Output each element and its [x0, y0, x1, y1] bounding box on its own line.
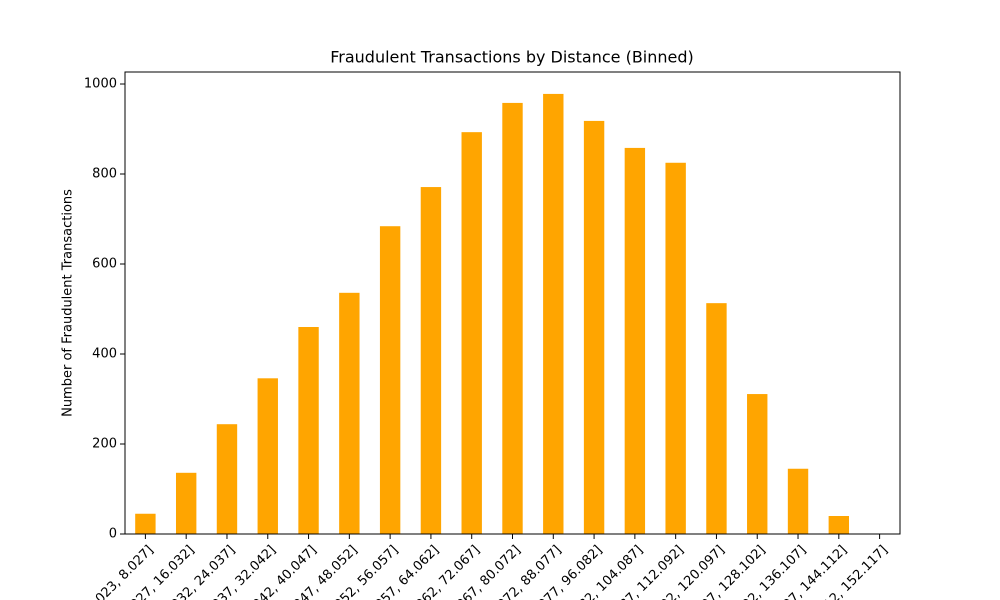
bar — [543, 93, 564, 534]
bar — [787, 468, 809, 534]
bar — [175, 472, 197, 534]
bar — [665, 162, 686, 534]
bar — [828, 516, 850, 534]
plot-frame — [124, 71, 901, 535]
bar — [706, 303, 727, 534]
y-tick-label: 1000 — [84, 77, 117, 92]
bar — [298, 327, 319, 534]
bar — [583, 120, 605, 534]
y-tick-label: 0 — [109, 527, 117, 542]
chart-title: Fraudulent Transactions by Distance (Bin… — [330, 48, 694, 67]
y-axis-label: Number of Fraudulent Transactions — [61, 189, 76, 417]
bar — [502, 102, 523, 534]
bar — [624, 147, 646, 534]
bar — [379, 226, 401, 534]
bar — [216, 424, 238, 534]
bar — [257, 378, 278, 534]
y-tick-label: 400 — [92, 347, 117, 362]
bar — [461, 132, 482, 535]
y-tick-label: 200 — [92, 437, 117, 452]
bar — [135, 513, 156, 534]
bar — [747, 394, 768, 534]
y-tick-label: 800 — [92, 167, 117, 182]
bar — [339, 292, 360, 534]
y-tick-label: 600 — [92, 257, 117, 272]
bar — [420, 187, 442, 534]
